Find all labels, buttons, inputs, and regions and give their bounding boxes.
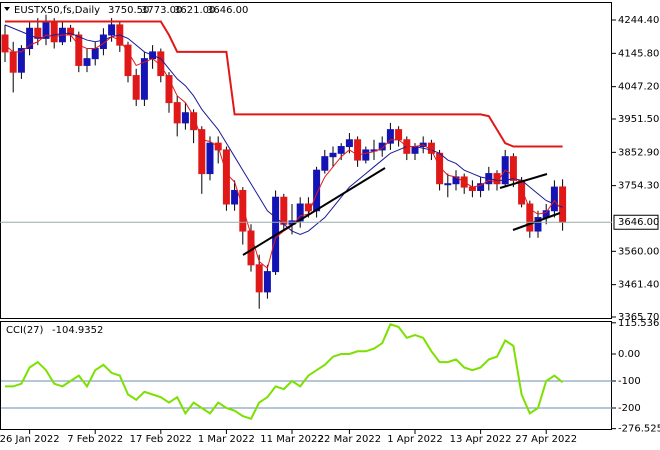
candle-body bbox=[354, 139, 362, 161]
candle-body bbox=[91, 48, 99, 60]
overlay-line bbox=[5, 20, 563, 148]
trendline bbox=[512, 212, 561, 231]
x-tick-label: 1 Mar 2022 bbox=[198, 434, 255, 445]
candle-body bbox=[190, 112, 198, 131]
ohlc-high: 3773.00 bbox=[141, 5, 182, 16]
x-tick-label: 11 Mar 2022 bbox=[260, 434, 323, 445]
x-tick-label: 13 Apr 2022 bbox=[450, 434, 512, 445]
x-tick-label: 27 Apr 2022 bbox=[515, 434, 577, 445]
candle-body bbox=[337, 146, 345, 154]
candle-body bbox=[132, 75, 140, 100]
cci-value: -104.9352 bbox=[52, 325, 103, 336]
candle-body bbox=[395, 129, 403, 141]
candle-body bbox=[99, 34, 107, 50]
y-tick-label: 0.00 bbox=[618, 349, 640, 360]
candle-body bbox=[518, 179, 526, 205]
candle-body bbox=[526, 203, 534, 232]
y-tick-label: 3852.90 bbox=[618, 147, 659, 158]
candle-body bbox=[157, 51, 165, 77]
price-panel-frame bbox=[0, 2, 612, 319]
candle-body bbox=[444, 183, 452, 186]
x-tick-label: 17 Feb 2022 bbox=[130, 434, 192, 445]
ohlc-open: 3750.50 bbox=[108, 5, 149, 16]
candle-body bbox=[321, 156, 329, 171]
candle-body bbox=[83, 58, 91, 66]
y-tick-label: 3951.50 bbox=[618, 114, 659, 125]
candle-body bbox=[198, 129, 206, 175]
ohlc-close: 3646.00 bbox=[207, 5, 248, 16]
candle-body bbox=[9, 51, 17, 73]
candle-body bbox=[222, 149, 230, 205]
trendline bbox=[499, 173, 548, 189]
cci-panel-frame bbox=[0, 321, 612, 430]
candle-body bbox=[206, 142, 214, 175]
symbol-label: EUSTX50,fs,Daily bbox=[14, 5, 100, 16]
candle-body bbox=[165, 75, 173, 104]
candle-body bbox=[181, 112, 189, 124]
candle-body bbox=[550, 186, 558, 212]
y-tick-label: -100 bbox=[618, 376, 641, 387]
y-tick-label: 3365.70 bbox=[618, 312, 659, 323]
cci-title: CCI(27) bbox=[6, 325, 44, 336]
candle-body bbox=[50, 20, 58, 43]
overlay-line bbox=[4, 24, 563, 235]
candle-body bbox=[140, 58, 148, 100]
candle-body bbox=[34, 27, 42, 39]
candle-body bbox=[75, 34, 83, 66]
header: EUSTX50,fs,Daily 3750.50 3773.00 3621.00… bbox=[4, 5, 248, 16]
candle-body bbox=[239, 189, 247, 232]
trendline bbox=[242, 167, 386, 256]
y-tick-label: -276.5253 bbox=[618, 424, 660, 435]
y-tick-label: 4145.80 bbox=[618, 48, 659, 59]
y-tick-label: 4047.20 bbox=[618, 82, 659, 93]
candle-body bbox=[263, 271, 271, 293]
y-tick-label: 3754.30 bbox=[618, 181, 659, 192]
candle-body bbox=[411, 146, 419, 154]
y-tick-label: 4244.40 bbox=[618, 15, 659, 26]
x-tick-label: 1 Apr 2022 bbox=[387, 434, 442, 445]
candle-body bbox=[1, 34, 9, 53]
x-tick-label: 7 Feb 2022 bbox=[67, 434, 123, 445]
candle-body bbox=[534, 217, 542, 232]
candle-body bbox=[509, 156, 517, 181]
ohlc-low: 3621.00 bbox=[174, 5, 215, 16]
candle-body bbox=[124, 44, 132, 77]
candle-body bbox=[26, 27, 34, 50]
candle-body bbox=[477, 183, 485, 191]
y-tick-label: -200 bbox=[618, 403, 641, 414]
cci-line bbox=[5, 323, 564, 421]
candle-body bbox=[255, 264, 263, 293]
candle-body bbox=[362, 149, 370, 161]
price-tag-label: 3646.00 bbox=[618, 217, 659, 228]
candle-body bbox=[329, 152, 337, 158]
candle-body bbox=[559, 186, 567, 223]
y-tick-label: 3461.40 bbox=[618, 280, 659, 291]
y-tick-label: 115.536 bbox=[618, 318, 659, 329]
y-tick-label: 3560.00 bbox=[618, 246, 659, 257]
candle-body bbox=[345, 139, 353, 148]
price-tag-box bbox=[613, 214, 659, 230]
header-arrow bbox=[4, 7, 10, 11]
x-tick-label: 22 Mar 2022 bbox=[318, 434, 381, 445]
candle-body bbox=[280, 196, 288, 225]
candle-body bbox=[173, 102, 181, 124]
candle-body bbox=[17, 48, 25, 73]
candle-body bbox=[231, 189, 239, 205]
x-tick-label: 26 Jan 2022 bbox=[0, 434, 60, 445]
candle-body bbox=[378, 142, 386, 151]
candle-body bbox=[493, 173, 501, 185]
candle-body bbox=[386, 129, 394, 144]
candle-body bbox=[108, 24, 116, 36]
